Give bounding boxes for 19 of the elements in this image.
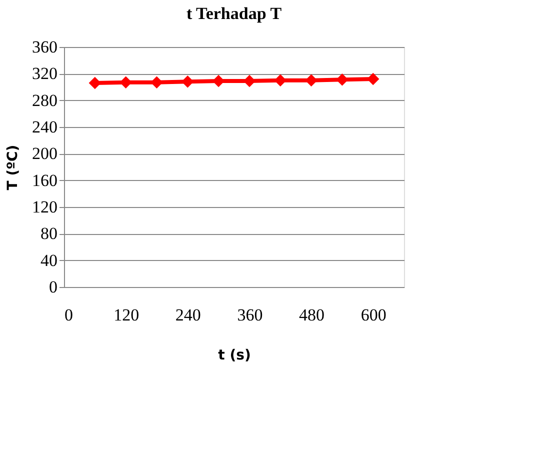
y-tick-label: 240 bbox=[32, 118, 58, 136]
y-tick-label: 80 bbox=[40, 224, 58, 244]
chart-title: t Terhadap T bbox=[186, 4, 282, 23]
y-tick-label: 320 bbox=[32, 64, 58, 84]
x-tick-label: 120 bbox=[114, 306, 140, 324]
y-tick-label: 360 bbox=[32, 38, 58, 56]
x-axis-title: t (s) bbox=[218, 348, 251, 364]
y-tick-label: 200 bbox=[32, 144, 58, 164]
x-tick-label: 600 bbox=[360, 306, 386, 324]
x-tick-label: 0 bbox=[64, 306, 73, 324]
y-tick-label: 0 bbox=[49, 278, 58, 296]
y-tick-label: 40 bbox=[40, 250, 58, 270]
x-tick-label: 360 bbox=[237, 306, 263, 324]
y-tick-label: 160 bbox=[32, 170, 58, 190]
x-tick-label: 240 bbox=[175, 306, 201, 324]
y-axis-title: T (ºC) bbox=[5, 144, 21, 190]
x-tick-label: 480 bbox=[299, 306, 325, 324]
y-tick-label: 280 bbox=[32, 90, 58, 110]
y-tick-label: 120 bbox=[32, 198, 58, 216]
